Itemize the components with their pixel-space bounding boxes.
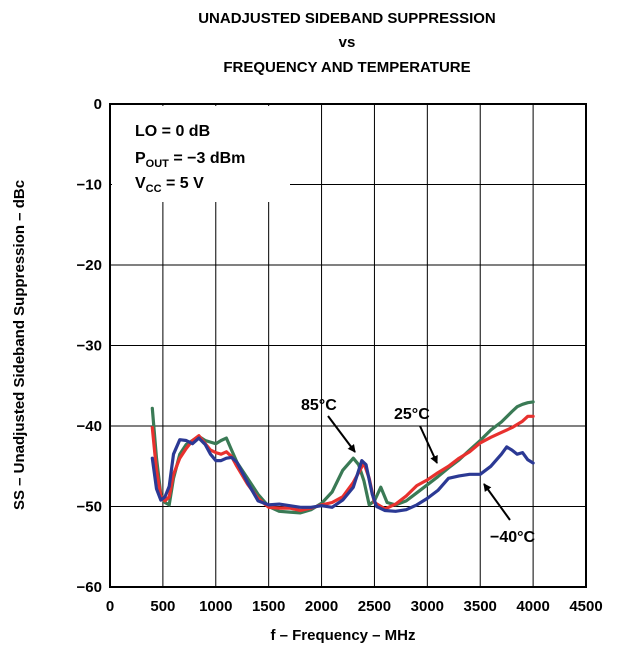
condition-vcc-sub: CC: [146, 183, 162, 195]
conditions-legend: LO = 0 dB POUT = −3 dBm VCC = 5 V: [135, 123, 245, 195]
annotation-minus40c-arrow: [483, 483, 511, 521]
plot-frame: [109, 103, 587, 588]
annotation-minus40c: −40°C: [483, 483, 536, 546]
x-tick-label: 2500: [358, 598, 391, 615]
x-tick-label: 3500: [464, 598, 497, 615]
annotation-85c-label: 85°C: [301, 397, 337, 414]
annotation-25c-arrow: [419, 425, 438, 464]
chart-title: UNADJUSTED SIDEBAND SUPPRESSION vs FREQU…: [198, 10, 496, 76]
x-tick-label: 0: [106, 598, 114, 615]
y-tick-label: −10: [77, 177, 102, 194]
y-axis-ticks: 0 −10 −20 −30 −40 −50 −60: [77, 96, 102, 596]
y-tick-label: −40: [77, 418, 102, 435]
x-axis-label: f – Frequency – MHz: [270, 627, 415, 644]
annotation-85c-arrow: [327, 415, 356, 453]
x-tick-label: 2000: [305, 598, 338, 615]
y-tick-label: −60: [77, 579, 102, 596]
condition-lo: LO = 0 dB: [135, 123, 210, 140]
x-tick-label: 500: [150, 598, 175, 615]
x-axis-ticks: 0 500 1000 1500 2000 2500 3000 3500 4000 4500: [106, 598, 603, 615]
x-tick-label: 4000: [516, 598, 549, 615]
series-line-minus40c: [150, 436, 535, 513]
chart-title-line-3: FREQUENCY AND TEMPERATURE: [223, 59, 470, 76]
y-tick-label: −20: [77, 257, 102, 274]
y-axis-label: SS – Unadjusted Sideband Suppression – d…: [11, 180, 28, 510]
annotation-85c: 85°C: [301, 397, 356, 453]
series-layer: [150, 400, 535, 515]
series-line-25c: [150, 414, 535, 513]
x-tick-label: 1000: [199, 598, 232, 615]
y-tick-label: −30: [77, 338, 102, 355]
conditions-box: [112, 106, 290, 202]
x-tick-label: 4500: [569, 598, 602, 615]
annotation-minus40c-label: −40°C: [490, 529, 536, 546]
annotation-25c: 25°C: [394, 406, 438, 464]
condition-pout-sub: OUT: [146, 158, 170, 170]
condition-vcc-main: V: [135, 175, 146, 192]
annotation-25c-label: 25°C: [394, 406, 430, 423]
y-tick-label: 0: [94, 96, 102, 113]
condition-vcc-rest: = 5 V: [162, 175, 205, 192]
condition-pout-rest: = −3 dBm: [169, 150, 245, 167]
x-tick-label: 1500: [252, 598, 285, 615]
condition-vcc: VCC = 5 V: [135, 175, 204, 195]
condition-pout-main: P: [135, 150, 146, 167]
y-tick-label: −50: [77, 499, 102, 516]
x-tick-label: 3000: [411, 598, 444, 615]
chart-title-line-2: vs: [339, 34, 356, 51]
condition-pout: POUT = −3 dBm: [135, 150, 245, 170]
chart-title-line-1: UNADJUSTED SIDEBAND SUPPRESSION: [198, 10, 496, 27]
